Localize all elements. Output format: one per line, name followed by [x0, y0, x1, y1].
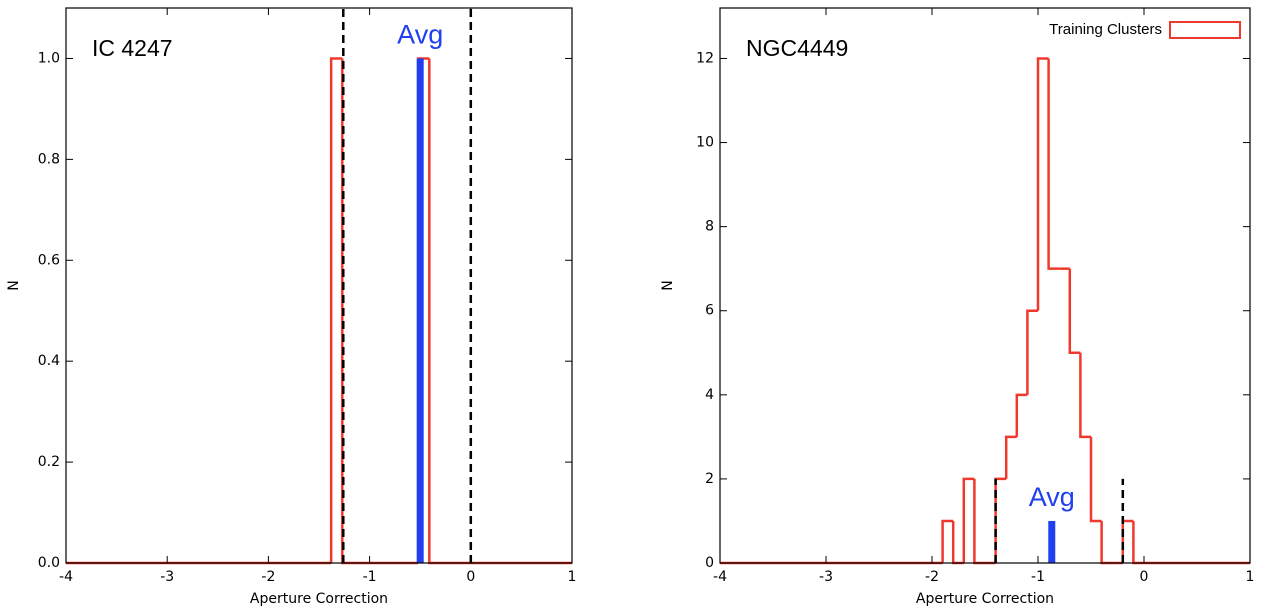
y-tick-label: 12: [696, 50, 714, 66]
x-tick-label: 1: [1246, 569, 1255, 585]
y-axis-label: N: [660, 280, 676, 290]
x-tick-label: -4: [59, 569, 73, 585]
x-axis-label: Aperture Correction: [250, 591, 388, 607]
histogram-step: [962, 477, 975, 563]
x-tick-label: 1: [568, 569, 577, 585]
histogram-step: [1121, 519, 1134, 563]
histogram-step: [1004, 435, 1017, 479]
histogram-step: [951, 520, 964, 565]
y-tick-label: 0: [705, 555, 714, 571]
y-tick-label: 0.8: [38, 151, 60, 167]
histogram-step: [1132, 520, 1250, 565]
plot-frame: [65, 7, 573, 564]
y-tick-label: 0.0: [38, 555, 60, 571]
y-tick-label: 6: [705, 303, 714, 319]
histogram-step: [329, 57, 343, 563]
histogram-step: [1079, 352, 1091, 439]
histogram-step: [1100, 520, 1113, 565]
y-tick-label: 0.4: [38, 353, 60, 369]
histogram-step: [428, 58, 572, 565]
avg-bar: [416, 58, 424, 564]
x-tick-label: -1: [363, 569, 377, 585]
panel-label: NGC4449: [746, 35, 848, 61]
legend-swatch: [1169, 21, 1241, 39]
y-axis-label: N: [6, 280, 22, 290]
y-tick-label: 0.6: [38, 252, 60, 268]
histogram-step: [1089, 436, 1102, 523]
y-tick-label: 2: [705, 471, 714, 487]
histogram-step: [1047, 58, 1060, 270]
avg-label: Avg: [1029, 482, 1075, 512]
x-tick-label: -2: [925, 569, 939, 585]
histogram-step: [341, 58, 419, 565]
plot-frame: [719, 7, 1251, 564]
histogram-step: [973, 478, 985, 565]
x-tick-label: -1: [1031, 569, 1045, 585]
x-tick-label: -2: [261, 569, 275, 585]
histogram-step: [1036, 57, 1049, 311]
histogram-step: [941, 519, 954, 563]
histogram-step: [1068, 268, 1081, 355]
x-tick-label: -3: [819, 569, 833, 585]
legend-label: Training Clusters: [1049, 21, 1162, 38]
histogram-step: [1015, 393, 1028, 437]
x-axis-label: Aperture Correction: [916, 591, 1054, 607]
histogram-step: [1026, 309, 1038, 395]
histogram-step: [994, 477, 1007, 563]
x-tick-label: 0: [466, 569, 475, 585]
x-tick-label: 0: [1140, 569, 1149, 585]
x-tick-label: -3: [160, 569, 174, 585]
avg-bar: [1048, 520, 1056, 563]
avg-label: Avg: [397, 20, 443, 50]
y-tick-label: 1.0: [38, 50, 60, 66]
panel-label: IC 4247: [92, 35, 173, 61]
y-tick-label: 0.2: [38, 454, 60, 470]
x-tick-label: -4: [713, 569, 727, 585]
y-tick-label: 4: [705, 387, 714, 403]
y-tick-label: 8: [705, 219, 714, 235]
y-tick-label: 10: [696, 135, 714, 151]
